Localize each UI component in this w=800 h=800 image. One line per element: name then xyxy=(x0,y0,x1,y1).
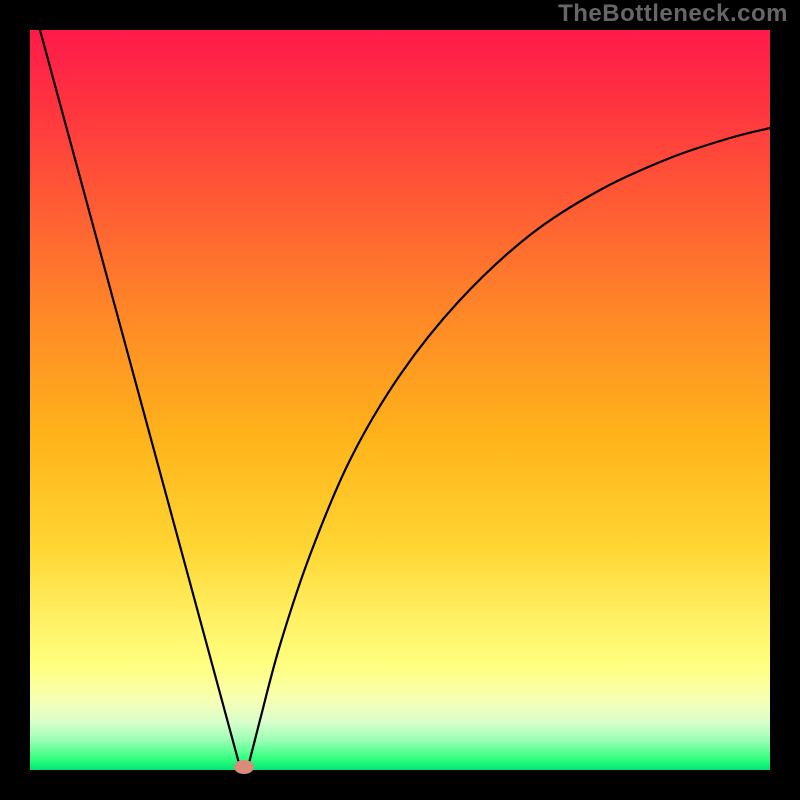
curve-layer xyxy=(30,30,770,770)
plot-area xyxy=(30,30,770,770)
minimum-marker xyxy=(234,760,254,774)
curve-left-branch xyxy=(40,30,240,767)
chart-container: TheBottleneck.com xyxy=(0,0,800,800)
watermark-text: TheBottleneck.com xyxy=(558,0,788,28)
curve-right-branch xyxy=(248,128,770,767)
